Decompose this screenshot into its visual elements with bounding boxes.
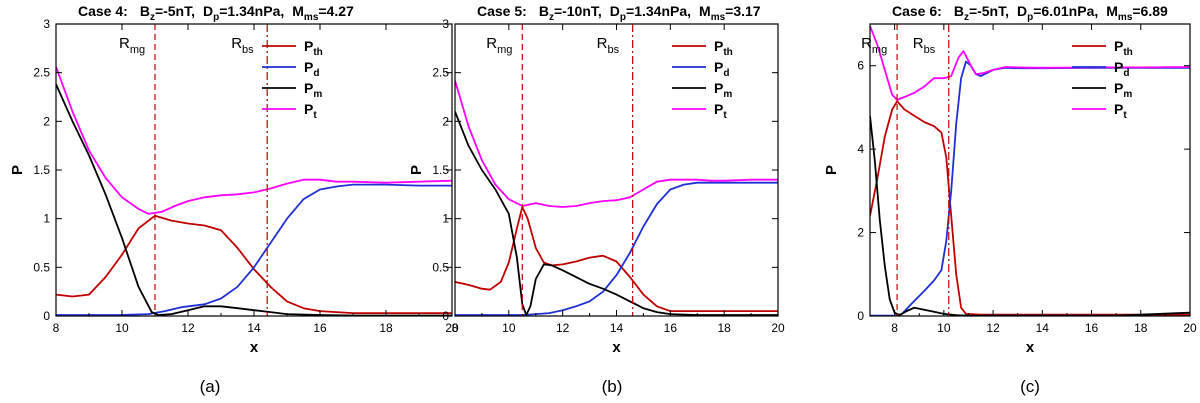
y-axis-label: P <box>823 165 840 175</box>
vline-label-mg: Rmg <box>861 35 887 56</box>
x-tick-label: 12 <box>181 321 195 335</box>
legend-entry: Pm <box>304 80 322 100</box>
series-line-pt <box>870 25 1190 101</box>
plot-frame <box>55 23 453 317</box>
y-tick-label: 0 <box>442 309 449 323</box>
panel-caption: (c) <box>1020 377 1040 396</box>
series-group <box>870 25 1190 316</box>
series-line-pt <box>455 80 778 208</box>
y-axis-label: P <box>408 165 425 175</box>
chart-title: Case 5: Bz=-10nT, Dp=1.34nPa, Mms=3.17 <box>477 3 761 23</box>
legend-entry: Pth <box>304 38 323 58</box>
legend-entry: Pt <box>1114 101 1127 121</box>
x-tick-label: 20 <box>1183 321 1197 335</box>
y-tick-label: 4 <box>857 142 864 156</box>
x-tick-label: 14 <box>610 321 624 335</box>
series-line-pd <box>56 183 452 316</box>
x-tick-label: 16 <box>1085 321 1099 335</box>
y-tick-label: 1.5 <box>33 163 50 177</box>
series-line-pth <box>56 214 452 314</box>
plot-frame <box>454 23 779 317</box>
x-tick-label: 12 <box>556 321 570 335</box>
series-line-pt <box>56 66 452 215</box>
y-tick-label: 1.5 <box>432 163 449 177</box>
y-tick-label: 3 <box>442 17 449 31</box>
x-axis-label: x <box>612 339 621 356</box>
y-tick-label: 1 <box>43 212 50 226</box>
y-tick-label: 6 <box>857 59 864 73</box>
y-tick-label: 2 <box>43 114 50 128</box>
y-tick-label: 2 <box>857 226 864 240</box>
x-tick-label: 18 <box>1134 321 1148 335</box>
legend-entry: Pd <box>1114 59 1129 79</box>
x-tick-label: 10 <box>502 321 516 335</box>
x-tick-label: 14 <box>1036 321 1050 335</box>
y-tick-label: 1 <box>442 212 449 226</box>
series-line-pd <box>870 60 1190 316</box>
x-tick-label: 20 <box>445 321 459 335</box>
y-tick-label: 0.5 <box>432 260 449 274</box>
x-tick-label: 16 <box>313 321 327 335</box>
panel-caption: (b) <box>602 377 623 396</box>
vline-label-mg: Rmg <box>119 35 145 56</box>
legend-entry: Pt <box>304 101 317 121</box>
x-tick-label: 18 <box>717 321 731 335</box>
chart-panel-1: Case 4: Bz=-5nT, Dp=1.34nPa, Mms=4.27 Rmg Rbs… <box>9 3 459 396</box>
x-tick-label: 14 <box>247 321 261 335</box>
vline-label-bs: Rbs <box>231 35 254 56</box>
y-tick-label: 0.5 <box>33 260 50 274</box>
panel-caption: (a) <box>200 377 221 396</box>
legend-entry: Pd <box>304 59 319 79</box>
series-line-pth <box>870 100 1190 316</box>
vline-label-bs: Rbs <box>913 35 936 56</box>
legend-entry: Pm <box>714 80 732 100</box>
chart-title: Case 6: Bz=-5nT, Dp=6.01nPa, Mms=6.89 <box>892 3 1168 23</box>
y-tick-label: 2.5 <box>33 66 50 80</box>
series-line-pm <box>455 111 778 316</box>
vline-label-bs: Rbs <box>597 35 620 56</box>
legend-entry: Pth <box>1114 38 1133 58</box>
x-tick-label: 12 <box>986 321 1000 335</box>
legend-entry: Pd <box>714 59 729 79</box>
x-tick-label: 10 <box>115 321 129 335</box>
x-tick-label: 8 <box>891 321 898 335</box>
series-group <box>56 66 452 316</box>
plot-frame <box>869 23 1191 317</box>
x-axis-label: x <box>1026 339 1035 356</box>
x-tick-label: 8 <box>53 321 60 335</box>
legend-entry: Pth <box>714 38 733 58</box>
x-tick-label: 16 <box>664 321 678 335</box>
series-group <box>455 80 778 316</box>
legend-entry: Pm <box>1114 80 1132 100</box>
y-tick-label: 2 <box>442 114 449 128</box>
x-tick-label: 20 <box>771 321 785 335</box>
x-axis-label: x <box>250 339 259 356</box>
y-axis-label: P <box>9 165 26 175</box>
legend-entry: Pt <box>714 101 727 121</box>
x-tick-label: 10 <box>937 321 951 335</box>
y-tick-label: 0 <box>857 309 864 323</box>
y-tick-label: 0 <box>43 309 50 323</box>
series-line-pm <box>56 83 452 316</box>
chart-panel-2: Case 5: Bz=-10nT, Dp=1.34nPa, Mms=3.17 Rmg Rb… <box>408 3 785 396</box>
chart-title: Case 4: Bz=-5nT, Dp=1.34nPa, Mms=4.27 <box>78 3 354 23</box>
series-line-pth <box>455 206 778 312</box>
x-tick-label: 8 <box>452 321 459 335</box>
vline-label-mg: Rmg <box>486 35 512 56</box>
x-tick-label: 18 <box>379 321 393 335</box>
series-line-pm <box>870 115 1190 316</box>
y-tick-label: 2.5 <box>432 66 449 80</box>
y-tick-label: 3 <box>43 17 50 31</box>
